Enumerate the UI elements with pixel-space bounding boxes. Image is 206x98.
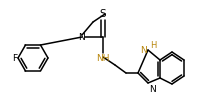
Text: N: N: [78, 33, 85, 41]
Text: H: H: [149, 40, 156, 49]
Text: NH: NH: [96, 54, 109, 63]
Text: N: N: [148, 85, 155, 94]
Text: N: N: [140, 45, 146, 54]
Text: F: F: [12, 54, 17, 63]
Text: S: S: [99, 9, 106, 19]
